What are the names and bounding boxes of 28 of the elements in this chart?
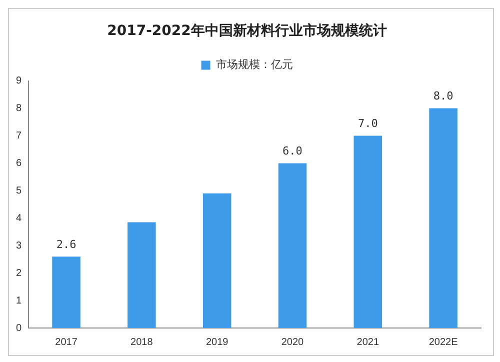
y-tick-label: 9 bbox=[16, 76, 22, 87]
y-tick-label: 5 bbox=[16, 185, 22, 196]
bar bbox=[52, 256, 80, 328]
legend-label: 市场规模：亿元 bbox=[216, 58, 293, 72]
bar bbox=[354, 136, 382, 328]
data-label: 8.0 bbox=[433, 90, 454, 103]
data-label: 7.0 bbox=[358, 117, 378, 130]
y-tick-label: 3 bbox=[16, 240, 22, 252]
x-tick-label: 2021 bbox=[356, 336, 380, 348]
y-tick-label: 2 bbox=[16, 268, 22, 279]
x-tick-label: 2018 bbox=[130, 336, 154, 348]
y-tick-label: 8 bbox=[16, 103, 22, 114]
bar bbox=[278, 163, 307, 328]
data-label: 6.0 bbox=[282, 144, 302, 158]
chart-title: 2017-2022年中国新材料行业市场规模统计 bbox=[107, 22, 387, 40]
x-tick-label: 2020 bbox=[281, 336, 304, 348]
y-tick-label: 7 bbox=[16, 130, 22, 142]
bar bbox=[202, 193, 232, 328]
y-tick-label: 6 bbox=[16, 158, 22, 169]
y-tick-label: 1 bbox=[16, 295, 22, 306]
y-tick-label: 0 bbox=[16, 322, 22, 334]
x-tick-label: 2019 bbox=[206, 336, 229, 348]
bar bbox=[128, 222, 156, 328]
bar bbox=[429, 108, 458, 328]
data-label: 2.6 bbox=[56, 238, 76, 251]
x-tick-label: 2017 bbox=[55, 336, 78, 348]
x-tick-label: 2022E bbox=[428, 336, 458, 348]
y-tick-label: 4 bbox=[16, 212, 22, 224]
